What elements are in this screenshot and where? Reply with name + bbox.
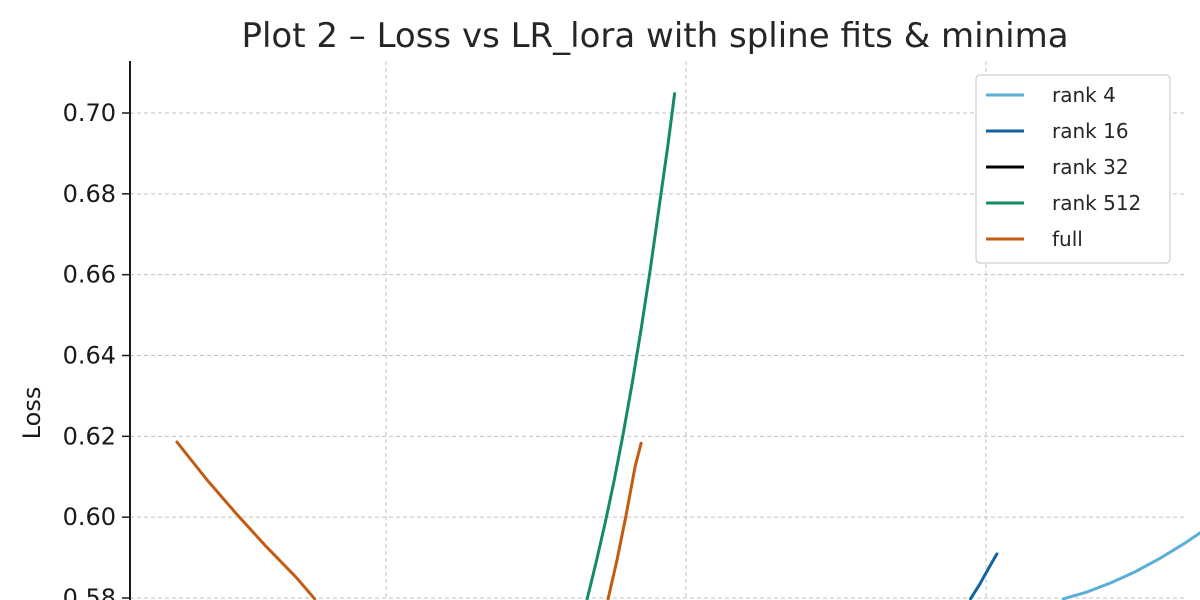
y-tick-label: 0.62	[63, 422, 116, 450]
y-tick-label: 0.64	[63, 342, 116, 370]
series-line-full	[606, 441, 643, 600]
legend-label-rank-4: rank 4	[1052, 83, 1116, 107]
legend-label-full: full	[1052, 227, 1083, 251]
series-lines	[175, 92, 1200, 600]
series-line-full	[175, 440, 317, 600]
legend-box	[975, 74, 1171, 264]
chart-title: Plot 2 – Loss vs LR_lora with spline fit…	[241, 16, 1068, 56]
axes: 0.58 0.60 0.62 0.64 0.66 0.68 0.70	[63, 61, 131, 600]
legend: rank 4 rank 16 rank 32 rank 512 full	[975, 74, 1171, 264]
y-tick-label: 0.58	[63, 584, 116, 600]
y-axis-label: Loss	[18, 387, 46, 440]
legend-label-rank-512: rank 512	[1052, 191, 1141, 215]
series-line-rank-512	[585, 92, 677, 600]
legend-label-rank-16: rank 16	[1052, 119, 1129, 143]
y-tick-label: 0.60	[63, 503, 116, 531]
series-line-rank-4	[1061, 531, 1200, 600]
series-line-rank-16	[969, 552, 999, 600]
y-tick-label: 0.70	[63, 99, 116, 127]
legend-label-rank-32: rank 32	[1052, 155, 1129, 179]
grid	[130, 61, 1186, 600]
y-tick-label: 0.66	[63, 261, 116, 289]
y-tick-label: 0.68	[63, 180, 116, 208]
